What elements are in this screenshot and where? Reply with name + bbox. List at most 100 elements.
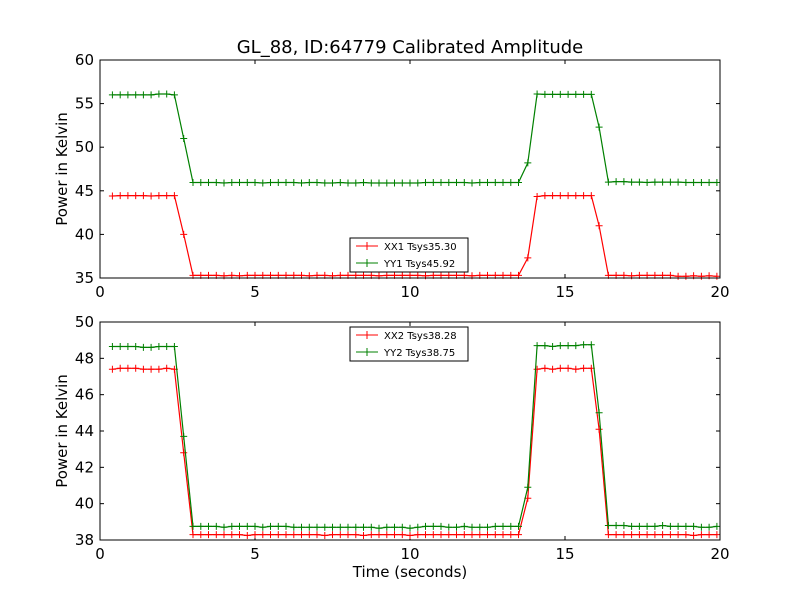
data-point-xx1 [580,192,588,200]
data-point-xx2 [507,531,515,539]
data-point-xx2 [360,532,367,539]
data-point-yy2 [259,523,267,531]
data-point-yy2 [360,523,367,531]
y-tick-label: 38 [75,531,94,549]
data-point-xx2 [690,532,698,539]
data-point-yy1 [344,179,352,187]
data-point-yy1 [507,179,515,186]
data-point-xx2 [697,531,705,539]
data-point-xx2 [468,531,476,539]
bottom-panel-frame [99,321,721,541]
data-point-yy1 [524,159,532,167]
data-point-xx2 [620,531,628,539]
bottom-panel-legend: XX2 Tsys38.28 YY2 Tsys38.75 [349,326,469,362]
data-point-yy1 [587,90,595,98]
data-point-yy2 [437,522,445,530]
data-point-xx2 [713,531,721,539]
data-point-yy1 [212,179,220,186]
data-point-yy1 [564,90,572,98]
data-point-xx2 [290,531,298,539]
data-point-yy1 [460,179,468,186]
data-point-yy2 [344,523,352,531]
legend-label-xx2: XX2 Tsys38.28 [384,331,457,342]
data-point-xx1 [132,192,140,200]
data-point-xx2 [212,531,220,539]
data-point-yy1 [682,179,690,186]
data-point-xx2 [329,531,336,539]
top-panel-frame [99,59,721,279]
data-point-yy2 [549,343,557,350]
data-point-xx2 [305,531,313,539]
data-point-yy2 [189,522,197,530]
bottom-panel-legend-box [349,326,469,362]
data-point-xx2 [243,532,251,539]
data-point-xx2 [682,531,690,539]
data-point-xx2 [220,531,228,539]
x-tick-label: 5 [250,283,260,301]
data-point-yy1 [595,123,603,131]
data-point-yy2 [124,343,132,350]
data-point-yy1 [549,90,557,98]
data-point-yy1 [690,179,698,186]
data-point-yy1 [437,179,445,186]
data-point-xx2 [197,531,205,539]
data-point-yy1 [422,179,429,186]
data-point-yy2 [476,523,484,531]
data-point-xx2 [228,531,236,539]
data-point-xx2 [313,531,321,539]
data-point-xx2 [391,531,398,539]
data-point-xx2 [556,364,564,372]
data-point-yy1 [713,179,721,186]
data-point-yy2 [298,523,305,531]
data-point-yy1 [329,179,336,187]
x-tick-label: 20 [710,545,729,563]
top-panel-legend: XX1 Tsys35.30 YY1 Tsys45.92 [349,237,469,273]
data-point-yy1 [282,179,290,186]
x-tick-label: 10 [400,283,419,301]
data-point-yy1 [515,179,522,186]
data-point-xx2 [274,531,282,539]
data-point-xx2 [628,531,636,539]
y-tick-label: 46 [75,386,94,404]
data-point-yy2 [108,343,116,350]
x-tick-label: 15 [555,283,574,301]
data-point-yy2 [697,523,705,531]
data-point-xx2 [491,531,499,539]
data-point-yy2 [367,523,375,531]
data-point-xx2 [251,531,259,539]
data-point-xx2 [564,364,572,372]
data-point-xx2 [367,531,375,539]
data-point-yy1 [243,179,251,186]
data-point-yy2 [682,522,690,530]
x-axis-label: Time (seconds) [352,563,468,581]
data-point-yy1 [572,90,580,98]
legend-marker-yy1 [363,259,371,267]
data-point-yy1 [705,179,713,186]
data-point-xx1 [713,272,721,280]
data-point-yy2 [572,342,580,350]
data-point-yy1 [251,179,259,186]
data-point-xx1 [524,254,532,262]
legend-label-yy2: YY2 Tsys38.75 [383,348,455,359]
data-point-yy1 [360,179,367,186]
data-point-xx2 [659,531,667,539]
data-point-yy1 [533,90,541,98]
data-point-yy1 [484,179,491,186]
data-point-xx2 [515,531,522,539]
data-point-xx1 [163,192,171,200]
data-point-yy2 [595,409,603,417]
data-point-yy2 [205,522,212,530]
data-point-xx1 [147,192,155,200]
data-point-yy1 [259,179,267,187]
data-point-xx2 [549,365,557,373]
data-point-yy1 [139,91,147,99]
data-point-yy2 [228,522,236,530]
y-tick-label: 40 [75,225,94,243]
legend-marker-yy2 [363,348,371,356]
data-point-yy2 [564,342,572,350]
data-point-yy1 [651,178,659,186]
data-point-xx2 [398,531,406,539]
y-tick-label: 42 [75,458,94,476]
data-point-xx2 [267,531,274,539]
